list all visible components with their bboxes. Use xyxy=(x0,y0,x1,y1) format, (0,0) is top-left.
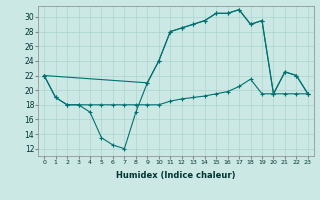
X-axis label: Humidex (Indice chaleur): Humidex (Indice chaleur) xyxy=(116,171,236,180)
